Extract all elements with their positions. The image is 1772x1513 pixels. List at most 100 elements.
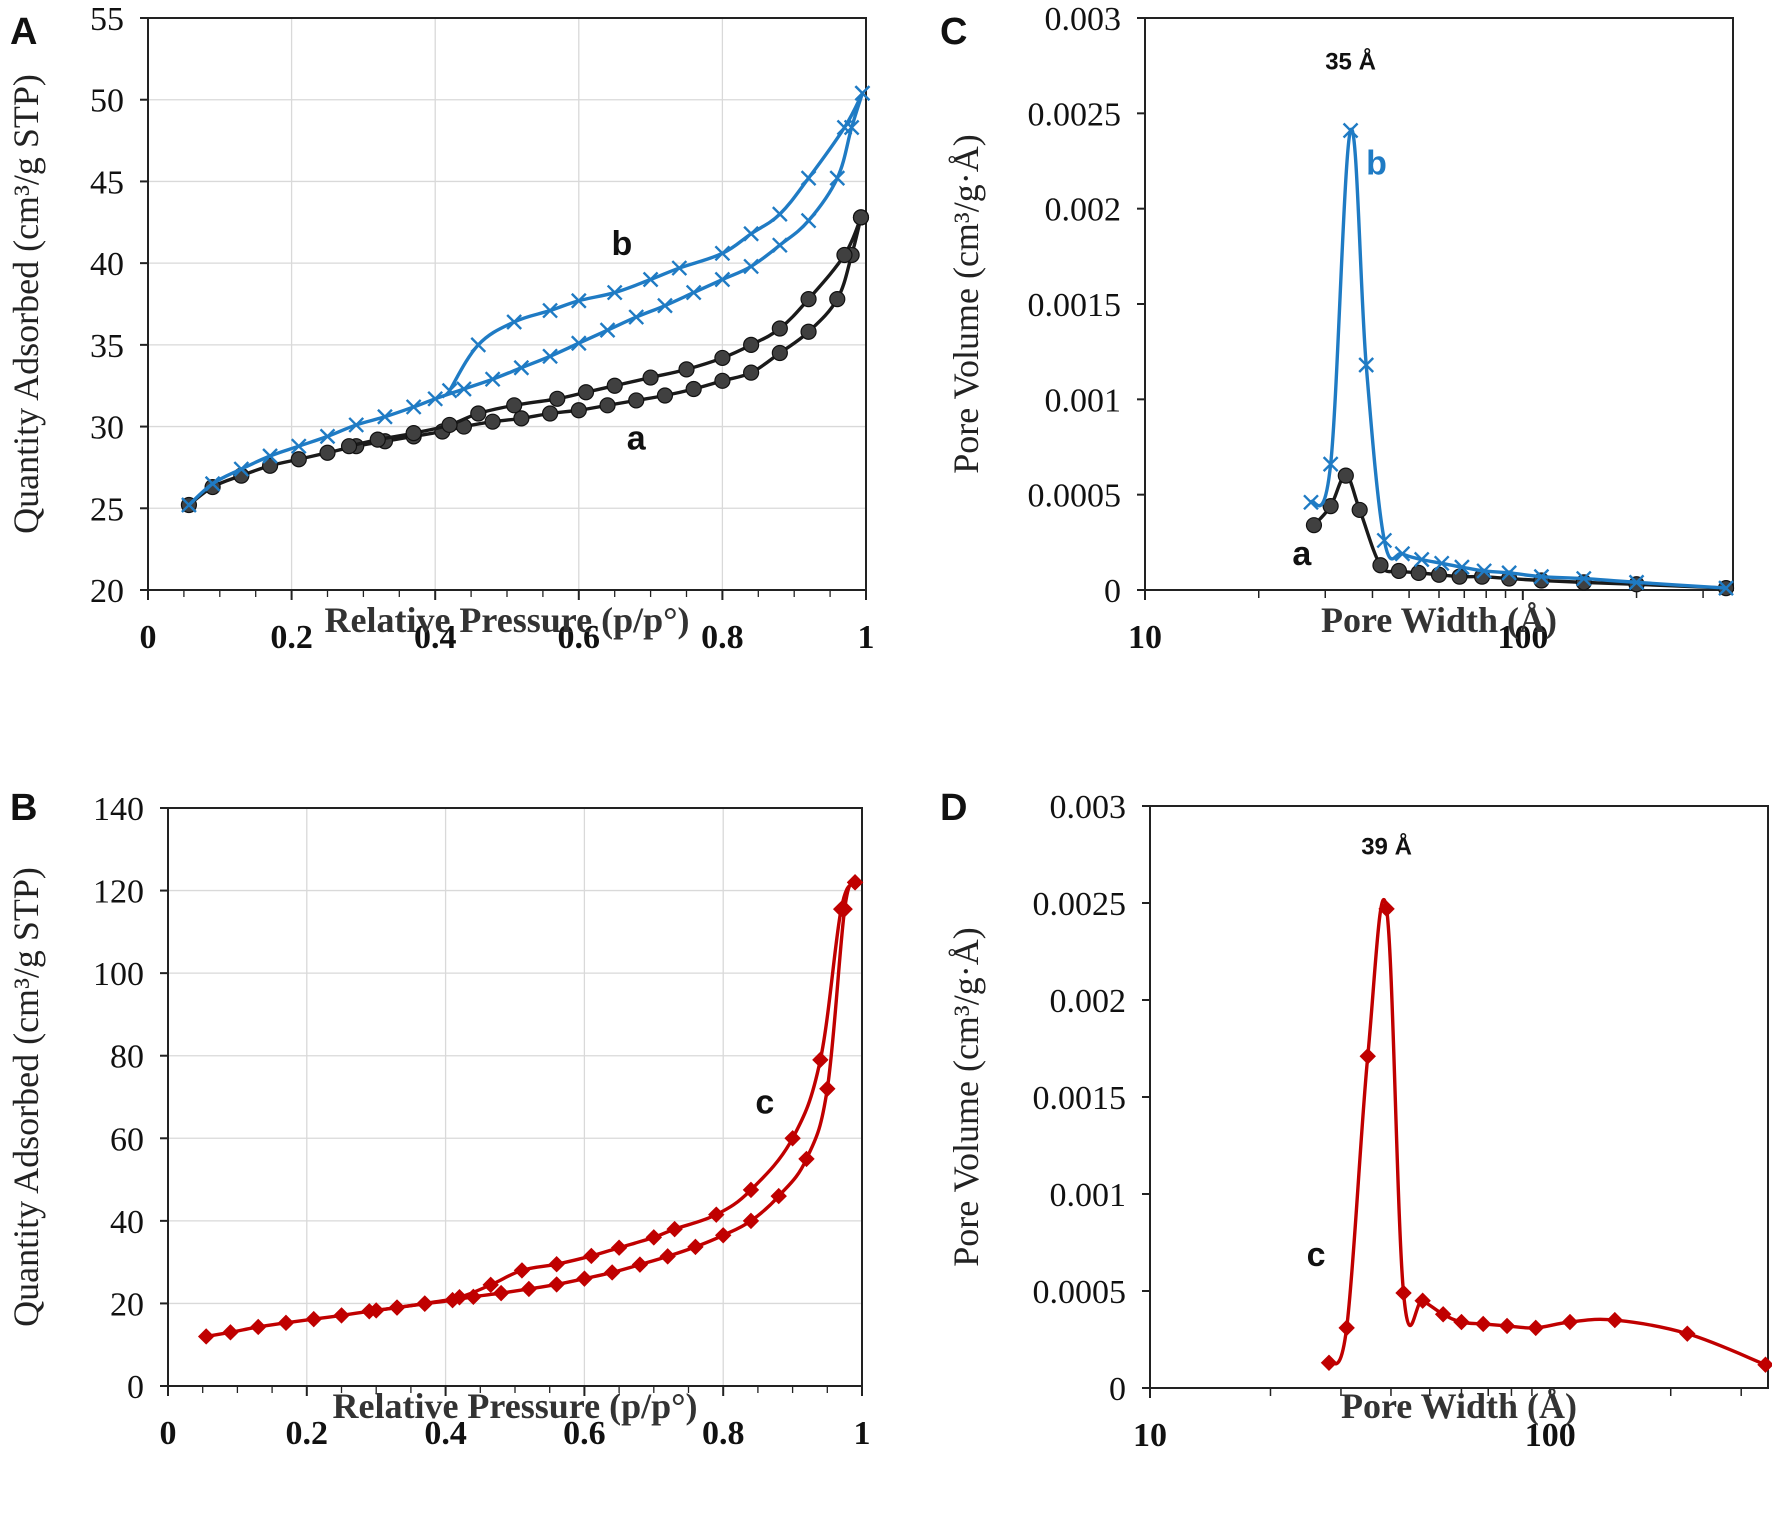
data-point bbox=[784, 1130, 801, 1147]
series-label: b bbox=[611, 225, 632, 263]
series-label: c bbox=[755, 1084, 774, 1122]
y-axis-ticks: 0 0.0005 0.001 0.0015 0.002 0.0025 0.003 bbox=[1033, 789, 1150, 1408]
data-point bbox=[1359, 1048, 1376, 1065]
y-axis-title: Pore Volume (cm³/g·Å) bbox=[946, 927, 986, 1266]
data-point bbox=[506, 397, 523, 414]
data-point bbox=[1454, 559, 1470, 575]
peak-annotation: 35 Å bbox=[1325, 47, 1376, 75]
x-tick-label: 0 bbox=[140, 619, 157, 656]
data-point bbox=[798, 1150, 815, 1168]
y-tick-label: 0.001 bbox=[1045, 382, 1122, 419]
series-label: a bbox=[1292, 535, 1312, 573]
data-point bbox=[800, 170, 817, 187]
y-tick-label: 0.003 bbox=[1050, 789, 1127, 826]
data-point bbox=[548, 1256, 565, 1273]
series-a bbox=[180, 209, 870, 514]
data-point bbox=[333, 1307, 350, 1324]
data-point bbox=[277, 1314, 295, 1332]
data-point bbox=[492, 1284, 510, 1302]
data-point bbox=[506, 314, 523, 330]
data-point bbox=[1376, 532, 1393, 549]
data-point bbox=[377, 408, 393, 425]
y-tick-label: 0.002 bbox=[1050, 983, 1127, 1020]
data-point bbox=[427, 390, 444, 407]
data-point bbox=[599, 322, 616, 338]
peak-annotation: 39 Å bbox=[1361, 833, 1412, 861]
data-point bbox=[520, 1280, 538, 1298]
data-point bbox=[714, 349, 731, 367]
y-tick-label: 30 bbox=[90, 410, 124, 447]
data-point bbox=[771, 320, 788, 337]
data-point bbox=[348, 417, 365, 433]
data-point bbox=[714, 1227, 732, 1244]
data-point bbox=[1453, 1313, 1470, 1331]
x-axis-ticks: 0 0.2 0.4 0.6 0.8 1 bbox=[140, 590, 875, 656]
series-line bbox=[1309, 127, 1727, 590]
data-point bbox=[1358, 357, 1375, 373]
data-point bbox=[743, 225, 759, 242]
series-b bbox=[1303, 122, 1734, 596]
data-point bbox=[548, 1276, 565, 1293]
data-point bbox=[685, 284, 702, 301]
series-label: c bbox=[1307, 1236, 1326, 1274]
data-point bbox=[369, 431, 386, 448]
data-point bbox=[606, 377, 623, 394]
data-point bbox=[714, 245, 731, 262]
data-point bbox=[836, 246, 853, 264]
data-point bbox=[1430, 566, 1448, 583]
data-point bbox=[666, 1220, 683, 1238]
series-c bbox=[197, 874, 864, 1345]
data-point bbox=[1679, 1325, 1696, 1342]
data-point bbox=[1434, 1306, 1452, 1323]
y-tick-label: 0 bbox=[1104, 573, 1121, 610]
y-tick-label: 0.001 bbox=[1050, 1177, 1127, 1214]
x-axis-ticks: 0 0.2 0.4 0.6 0.8 1 bbox=[160, 1386, 871, 1452]
data-point bbox=[1527, 1319, 1544, 1337]
data-point bbox=[367, 1302, 385, 1319]
data-point bbox=[606, 284, 623, 301]
data-point bbox=[484, 413, 501, 430]
y-tick-label: 140 bbox=[93, 791, 144, 828]
data-point bbox=[1533, 568, 1550, 585]
data-point bbox=[541, 405, 559, 422]
y-axis-title: Quantity Adsorbed (cm³/g STP) bbox=[6, 867, 46, 1327]
data-point bbox=[262, 448, 278, 464]
data-point bbox=[846, 874, 864, 891]
data-point bbox=[233, 461, 250, 477]
x-tick-label: 0.4 bbox=[414, 619, 457, 656]
x-tick-label: 100 bbox=[1497, 619, 1548, 656]
y-tick-label: 25 bbox=[90, 491, 124, 528]
y-axis-title: Pore Volume (cm³/g·Å) bbox=[946, 134, 986, 473]
data-point bbox=[470, 405, 487, 422]
y-tick-label: 100 bbox=[93, 956, 144, 993]
x-tick-label: 0.6 bbox=[563, 1415, 606, 1452]
panel-c: 10 100 0 0.0005 0.001 0.0015 0.002 0.0025 0.003 P… bbox=[940, 1, 1735, 656]
data-point bbox=[197, 1328, 215, 1345]
y-tick-label: 40 bbox=[90, 246, 124, 283]
data-point bbox=[261, 457, 279, 474]
x-tick-label: 1 bbox=[858, 619, 875, 656]
data-point bbox=[181, 497, 197, 513]
data-point bbox=[770, 1187, 787, 1205]
data-point bbox=[657, 297, 673, 314]
data-point bbox=[743, 336, 760, 353]
data-point bbox=[714, 271, 731, 288]
x-axis-title: Relative Pressure (p/p°) bbox=[332, 1386, 697, 1426]
data-point bbox=[708, 1206, 725, 1223]
data-point bbox=[1476, 563, 1492, 579]
data-point bbox=[771, 206, 788, 222]
data-point bbox=[1394, 545, 1411, 562]
data-point bbox=[714, 372, 731, 389]
x-tick-label: 0.8 bbox=[701, 619, 744, 656]
data-point bbox=[742, 1212, 760, 1230]
data-point bbox=[829, 290, 846, 308]
y-tick-label: 0.0005 bbox=[1028, 478, 1122, 515]
data-point bbox=[1351, 501, 1368, 519]
data-point bbox=[388, 1299, 406, 1316]
data-point bbox=[456, 381, 472, 397]
y-axis-ticks: 20 25 30 35 40 45 50 55 bbox=[90, 1, 148, 610]
y-tick-label: 0.002 bbox=[1045, 192, 1122, 229]
data-point bbox=[599, 397, 616, 414]
x-tick-label: 0.6 bbox=[558, 619, 601, 656]
